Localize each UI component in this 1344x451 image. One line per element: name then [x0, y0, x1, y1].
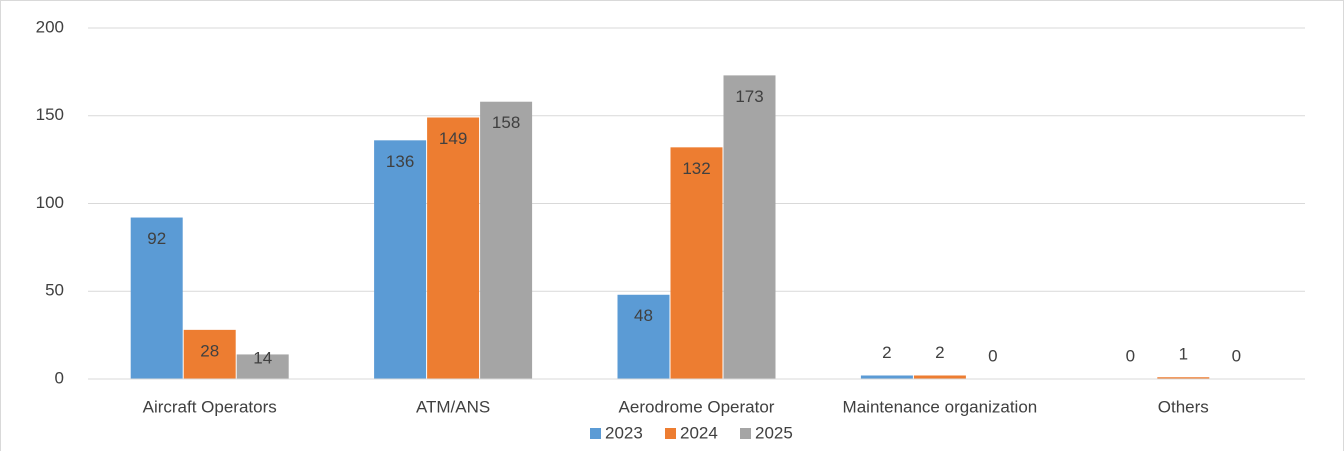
y-tick-label: 200 — [36, 17, 64, 36]
bar — [913, 375, 966, 379]
data-label: 173 — [735, 87, 763, 106]
bar — [723, 75, 776, 379]
y-tick-label: 0 — [55, 368, 64, 387]
data-label: 0 — [1232, 346, 1241, 365]
bar — [236, 354, 289, 379]
legend-label: 2024 — [680, 423, 718, 442]
x-tick-label: Maintenance organization — [843, 397, 1038, 416]
bar — [617, 294, 670, 379]
data-label: 158 — [492, 113, 520, 132]
data-label: 136 — [386, 152, 414, 171]
legend-swatch — [740, 428, 751, 439]
data-label: 2 — [882, 343, 891, 362]
bar — [130, 217, 183, 379]
data-label: 28 — [200, 341, 219, 360]
data-label: 149 — [439, 129, 467, 148]
x-tick-label: Aerodrome Operator — [619, 397, 775, 416]
data-label: 14 — [253, 348, 272, 367]
data-label: 1 — [1179, 345, 1188, 364]
data-label: 92 — [147, 229, 166, 248]
bar — [427, 117, 480, 379]
bar — [860, 375, 913, 379]
data-label: 0 — [988, 346, 997, 365]
data-label: 2 — [935, 343, 944, 362]
x-tick-label: Aircraft Operators — [143, 397, 277, 416]
bar — [374, 140, 427, 379]
y-tick-label: 150 — [36, 105, 64, 124]
x-tick-label: ATM/ANS — [416, 397, 490, 416]
y-tick-label: 100 — [36, 193, 64, 212]
legend-swatch — [665, 428, 676, 439]
y-tick-label: 50 — [45, 281, 64, 300]
legend-swatch — [590, 428, 601, 439]
data-label: 132 — [682, 159, 710, 178]
data-label: 48 — [634, 306, 653, 325]
x-tick-label: Others — [1158, 397, 1209, 416]
bar — [1157, 377, 1210, 379]
legend-label: 2025 — [755, 423, 793, 442]
legend-label: 2023 — [605, 423, 643, 442]
bar — [183, 329, 236, 379]
data-label: 0 — [1126, 346, 1135, 365]
bar — [480, 101, 533, 380]
bar — [670, 147, 723, 379]
